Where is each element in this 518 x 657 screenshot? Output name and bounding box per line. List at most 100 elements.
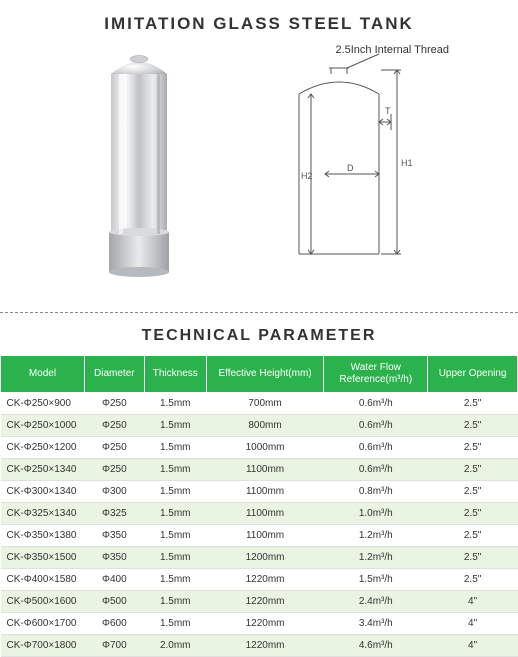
cell-diameter: Φ500 <box>84 591 144 613</box>
cell-model: CK-Φ250×1000 <box>1 415 85 437</box>
cell-thickness: 1.5mm <box>144 591 206 613</box>
cell-opening: 4" <box>428 635 518 657</box>
cell-thickness: 1.5mm <box>144 481 206 503</box>
table-row: CK-Φ250×1340Φ2501.5mm1100mm0.6m³/h2.5" <box>1 459 518 481</box>
cell-diameter: Φ250 <box>84 393 144 415</box>
cell-thickness: 1.5mm <box>144 415 206 437</box>
spec-table-body: CK-Φ250×900Φ2501.5mm700mm0.6m³/h2.5"CK-Φ… <box>1 393 518 657</box>
cell-height: 1100mm <box>206 481 324 503</box>
cell-flow: 3.4m³/h <box>324 613 428 635</box>
col-flow: Water Flow Reference(m³/h) <box>324 356 428 393</box>
cell-thickness: 1.5mm <box>144 393 206 415</box>
cell-thickness: 1.5mm <box>144 459 206 481</box>
cell-flow: 0.8m³/h <box>324 481 428 503</box>
cell-flow: 0.6m³/h <box>324 393 428 415</box>
cell-diameter: Φ400 <box>84 569 144 591</box>
cell-height: 1100mm <box>206 503 324 525</box>
cell-height: 700mm <box>206 393 324 415</box>
cell-model: CK-Φ500×1600 <box>1 591 85 613</box>
hero-row: 2.5Inch Internal Thread <box>0 44 518 304</box>
cell-height: 1220mm <box>206 613 324 635</box>
col-diameter: Diameter <box>84 356 144 393</box>
cell-height: 1200mm <box>206 547 324 569</box>
cell-model: CK-Φ700×1800 <box>1 635 85 657</box>
table-row: CK-Φ400×1580Φ4001.5mm1220mm1.5m³/h2.5" <box>1 569 518 591</box>
cell-flow: 1.0m³/h <box>324 503 428 525</box>
table-header-row: Model Diameter Thickness Effective Heigh… <box>1 356 518 393</box>
table-row: CK-Φ500×1600Φ5001.5mm1220mm2.4m³/h4" <box>1 591 518 613</box>
cell-model: CK-Φ250×900 <box>1 393 85 415</box>
cell-model: CK-Φ350×1500 <box>1 547 85 569</box>
dim-d: D <box>347 163 354 173</box>
spec-table: Model Diameter Thickness Effective Heigh… <box>0 355 518 657</box>
cell-opening: 2.5" <box>428 481 518 503</box>
cell-height: 1220mm <box>206 591 324 613</box>
cell-height: 800mm <box>206 415 324 437</box>
dim-h2: H2 <box>301 171 313 181</box>
col-thickness: Thickness <box>144 356 206 393</box>
cell-thickness: 1.5mm <box>144 437 206 459</box>
cell-opening: 2.5" <box>428 393 518 415</box>
dim-t: T <box>385 106 391 116</box>
cell-opening: 2.5" <box>428 503 518 525</box>
cell-opening: 2.5" <box>428 525 518 547</box>
col-opening: Upper Opening <box>428 356 518 393</box>
cell-diameter: Φ250 <box>84 415 144 437</box>
page-title: IMITATION GLASS STEEL TANK <box>0 0 518 44</box>
table-row: CK-Φ300×1340Φ3001.5mm1100mm0.8m³/h2.5" <box>1 481 518 503</box>
cell-flow: 1.2m³/h <box>324 547 428 569</box>
cell-thickness: 1.5mm <box>144 525 206 547</box>
cell-diameter: Φ300 <box>84 481 144 503</box>
cell-diameter: Φ250 <box>84 459 144 481</box>
table-row: CK-Φ250×1000Φ2501.5mm800mm0.6m³/h2.5" <box>1 415 518 437</box>
cell-flow: 1.2m³/h <box>324 525 428 547</box>
cell-height: 1220mm <box>206 635 324 657</box>
table-row: CK-Φ325×1340Φ3251.5mm1100mm1.0m³/h2.5" <box>1 503 518 525</box>
table-row: CK-Φ700×1800Φ7002.0mm1220mm4.6m³/h4" <box>1 635 518 657</box>
section-divider <box>0 312 518 313</box>
diagram-thread-label: 2.5Inch Internal Thread <box>335 44 449 56</box>
table-row: CK-Φ600×1700Φ6001.5mm1220mm3.4m³/h4" <box>1 613 518 635</box>
table-row: CK-Φ250×1200Φ2501.5mm1000mm0.6m³/h2.5" <box>1 437 518 459</box>
cell-model: CK-Φ250×1340 <box>1 459 85 481</box>
cell-diameter: Φ700 <box>84 635 144 657</box>
cell-model: CK-Φ400×1580 <box>1 569 85 591</box>
cell-height: 1100mm <box>206 459 324 481</box>
cell-flow: 4.6m³/h <box>324 635 428 657</box>
tank-diagram-svg: H1 H2 D T <box>239 44 439 284</box>
table-row: CK-Φ350×1380Φ3501.5mm1100mm1.2m³/h2.5" <box>1 525 518 547</box>
cell-thickness: 1.5mm <box>144 613 206 635</box>
cell-model: CK-Φ600×1700 <box>1 613 85 635</box>
col-model: Model <box>1 356 85 393</box>
section-title: TECHNICAL PARAMETER <box>0 317 518 355</box>
cell-height: 1100mm <box>206 525 324 547</box>
cell-flow: 1.5m³/h <box>324 569 428 591</box>
tank-photo <box>79 44 199 284</box>
cell-height: 1220mm <box>206 569 324 591</box>
cell-thickness: 1.5mm <box>144 569 206 591</box>
cell-opening: 2.5" <box>428 415 518 437</box>
cell-flow: 2.4m³/h <box>324 591 428 613</box>
dim-h1: H1 <box>401 158 413 168</box>
cell-thickness: 1.5mm <box>144 547 206 569</box>
col-height: Effective Height(mm) <box>206 356 324 393</box>
cell-opening: 2.5" <box>428 547 518 569</box>
cell-thickness: 2.0mm <box>144 635 206 657</box>
cell-diameter: Φ325 <box>84 503 144 525</box>
cell-diameter: Φ250 <box>84 437 144 459</box>
cell-flow: 0.6m³/h <box>324 459 428 481</box>
cell-model: CK-Φ325×1340 <box>1 503 85 525</box>
table-row: CK-Φ250×900Φ2501.5mm700mm0.6m³/h2.5" <box>1 393 518 415</box>
cell-opening: 4" <box>428 591 518 613</box>
tank-photo-svg <box>79 44 199 284</box>
table-row: CK-Φ350×1500Φ3501.5mm1200mm1.2m³/h2.5" <box>1 547 518 569</box>
cell-model: CK-Φ250×1200 <box>1 437 85 459</box>
cell-thickness: 1.5mm <box>144 503 206 525</box>
cell-flow: 0.6m³/h <box>324 437 428 459</box>
cell-diameter: Φ350 <box>84 525 144 547</box>
cell-diameter: Φ350 <box>84 547 144 569</box>
cell-model: CK-Φ350×1380 <box>1 525 85 547</box>
cell-height: 1000mm <box>206 437 324 459</box>
tank-diagram: 2.5Inch Internal Thread <box>239 44 439 284</box>
cell-opening: 2.5" <box>428 459 518 481</box>
